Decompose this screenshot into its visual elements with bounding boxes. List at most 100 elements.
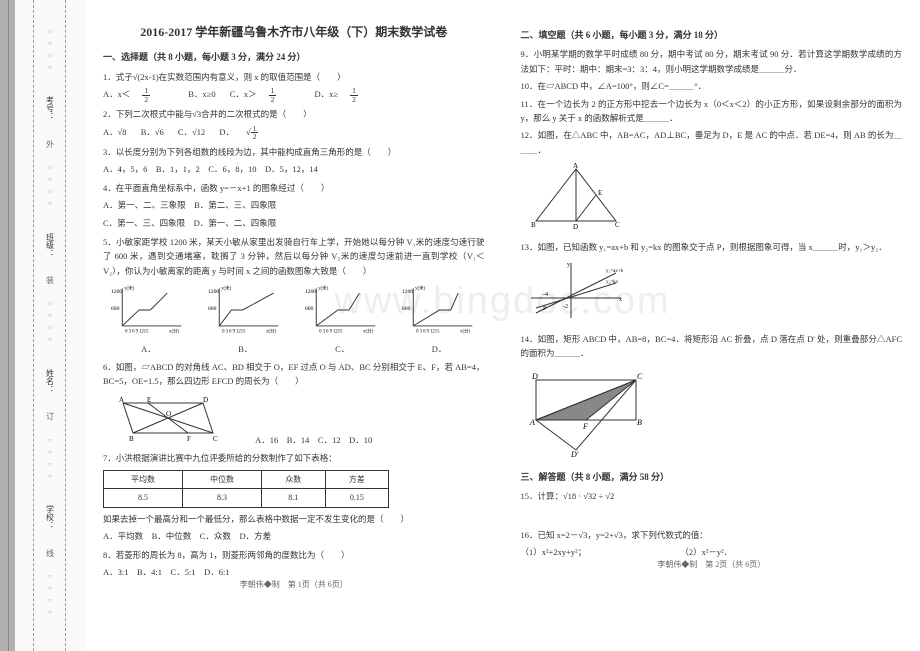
svg-text:y(米): y(米) <box>124 285 135 292</box>
page-2: 二、填空题（共 6 小题，每小题 3 分，满分 18 分） 9．小明某学期的数学… <box>503 0 920 651</box>
q6-options: A．16 B．14 C．12 D．10 <box>255 435 372 445</box>
svg-text:0 3 6 9 1215: 0 3 6 9 1215 <box>125 330 149 335</box>
q15: 15．计算：√18 · √32 ÷ √2 <box>521 489 903 503</box>
svg-text:O: O <box>166 410 171 418</box>
q4-options: A．第一、二、三象限 B．第二、三、四象限 <box>103 198 485 212</box>
q16: 16．已知 x=2－√3，y=2+√3，求下列代数式的值： <box>521 528 903 542</box>
svg-text:1200: 1200 <box>305 289 316 295</box>
svg-text:A: A <box>573 162 578 170</box>
svg-text:D: D <box>203 396 208 404</box>
svg-text:x(分): x(分) <box>266 328 277 335</box>
svg-text:x(分): x(分) <box>363 328 374 335</box>
svg-text:600: 600 <box>208 306 217 312</box>
footer-1: 李朝伟◆制 第 1页（共 6页） <box>103 578 485 592</box>
svg-text:x(分): x(分) <box>169 328 180 335</box>
svg-text:F: F <box>187 435 191 443</box>
q12-figure: A B D C E <box>521 161 903 235</box>
binding-field-exam: 考号： <box>43 94 58 122</box>
footer-2: 李朝伟◆制 第 2页（共 6页） <box>521 558 903 572</box>
q5: 5．小敏家距学校 1200 米，某天小敏从家里出发骑自行车上学，开始她以每分钟 … <box>103 235 485 278</box>
svg-text:A: A <box>529 418 535 427</box>
svg-text:B: B <box>637 418 642 427</box>
svg-text:1200: 1200 <box>208 289 219 295</box>
chart-b: 12006000 3 6 9 1215x(分)y(米) B． <box>200 282 291 356</box>
svg-text:0 3 6 9 1215: 0 3 6 9 1215 <box>222 330 246 335</box>
q13: 13．如图，已知函数 y₁=ax+b 和 y₂=kx 的图象交于点 P，则根据图… <box>521 240 903 254</box>
svg-text:1200: 1200 <box>111 289 122 295</box>
svg-text:A: A <box>119 396 124 404</box>
svg-text:y₂=kx: y₂=kx <box>606 280 619 285</box>
section3-heading: 三、解答题（共 8 小题，满分 58 分） <box>521 470 903 485</box>
svg-text:x(分): x(分) <box>460 328 471 335</box>
svg-text:-2: -2 <box>563 304 568 310</box>
svg-text:y(米): y(米) <box>318 285 329 292</box>
q3: 3．以长度分别为下列各组数的线段为边，其中能构成直角三角形的是（ ） <box>103 145 485 159</box>
q2: 2．下列二次根式中能与√3合并的二次根式的是（ ） <box>103 107 485 121</box>
q5-charts: 12006000 3 6 9 1215x(分)y(米) A． 12006000 … <box>103 282 485 356</box>
binding-mark-3: 订 <box>45 412 56 420</box>
svg-text:y: y <box>567 262 570 268</box>
binding-margin: ○○○○ 考号： 外 ○○○○ 班级： 装 ○○○○ 姓名： 订 ○○○○ 学校… <box>15 0 85 651</box>
page: ○○○○ 考号： 外 ○○○○ 班级： 装 ○○○○ 姓名： 订 ○○○○ 学校… <box>0 0 920 651</box>
page-1: 2016-2017 学年新疆乌鲁木齐市八年级（下）期末数学试卷 一、选择题（共 … <box>85 0 503 651</box>
q6: 6．如图，▱ABCD 的对角线 AC、BD 相交于 O，EF 过点 O 与 AD… <box>103 360 485 389</box>
binding-mark-2: 装 <box>45 276 56 284</box>
svg-text:B: B <box>129 435 134 443</box>
binding-field-school: 学校： <box>43 503 58 531</box>
svg-text:C: C <box>615 221 620 229</box>
section1-heading: 一、选择题（共 8 小题，每小题 3 分，满分 24 分） <box>103 50 485 65</box>
binding-field-name: 姓名： <box>43 367 58 395</box>
q9: 9．小明某学期的数学平时成绩 80 分，期中考试 80 分，期末考试 90 分．… <box>521 47 903 76</box>
exam-title: 2016-2017 学年新疆乌鲁木齐市八年级（下）期末数学试卷 <box>103 22 485 42</box>
q1-options: A．x＜12 B．x≥0 C．x＞12 D．x≥12 <box>103 87 485 103</box>
q3-options: A．4，5，6 B．1，1，2 C．6，8，10 D．5，12，14 <box>103 162 485 176</box>
svg-text:D': D' <box>570 450 579 459</box>
q7-options: A．平均数 B．中位数 C．众数 D．方差 <box>103 529 485 543</box>
svg-text:600: 600 <box>402 306 411 312</box>
svg-text:C: C <box>213 435 218 443</box>
q14: 14．如图，矩形 ABCD 中，AB=8，BC=4．将矩形沿 AC 折叠，点 D… <box>521 332 903 361</box>
svg-text:0 3 6 9 1215: 0 3 6 9 1215 <box>416 330 440 335</box>
q2-options: A．√8 B．√6 C．√12 D．√12 <box>103 125 485 141</box>
svg-text:y(米): y(米) <box>221 285 232 292</box>
q8: 8．若菱形的周长为 8，高为 1，则菱形两邻角的度数比为（ ） <box>103 548 485 562</box>
q10: 10．在▱ABCD 中，∠A=100°，则∠C=＿＿＿°． <box>521 79 903 93</box>
svg-text:-4: -4 <box>543 292 548 298</box>
binding-mark-1: 外 <box>45 140 56 148</box>
vertical-ruler <box>0 0 15 651</box>
svg-text:F: F <box>582 422 588 431</box>
svg-text:y(米): y(米) <box>415 285 426 292</box>
svg-text:C: C <box>637 372 643 381</box>
sheet: www.bingdoc.com 2016-2017 学年新疆乌鲁木齐市八年级（下… <box>85 0 920 651</box>
svg-text:y₁=ax+b: y₁=ax+b <box>606 269 624 274</box>
chart-a: 12006000 3 6 9 1215x(分)y(米) A． <box>103 282 194 356</box>
svg-text:E: E <box>598 189 602 197</box>
q7-table: 平均数中位数众数方差 8.58.38.10.15 <box>103 470 389 508</box>
q14-figure: D C A F B D' <box>521 365 903 464</box>
svg-text:600: 600 <box>305 306 314 312</box>
svg-text:E: E <box>147 396 151 404</box>
svg-text:P: P <box>543 306 547 312</box>
q13-figure: x y P y₁=ax+b y₂=kx -4 -2 <box>521 258 903 327</box>
binding-mark-4: 线 <box>45 549 56 557</box>
svg-text:x: x <box>619 297 622 303</box>
binding-dots: ○○○○ <box>47 29 53 77</box>
q4-options2: C．第一、三、四象限 D．第一、二、四象限 <box>103 216 485 230</box>
chart-c: 12006000 3 6 9 1215x(分)y(米) C． <box>297 282 388 356</box>
q1: 1．式子√(2x-1)在实数范围内有意义，则 x 的取值范围是（ ） <box>103 70 485 84</box>
svg-text:B: B <box>531 221 536 229</box>
q4: 4．在平面直角坐标系中，函数 y=－x+1 的图象经过（ ） <box>103 181 485 195</box>
q11: 11．在一个边长为 2 的正方形中挖去一个边长为 x（0＜x＜2）的小正方形，如… <box>521 97 903 126</box>
svg-text:600: 600 <box>111 306 120 312</box>
svg-text:0 3 6 9 1215: 0 3 6 9 1215 <box>319 330 343 335</box>
q7: 7．小洪根据演讲比赛中九位评委所给的分数制作了如下表格： <box>103 451 485 465</box>
q6-figure: A E D B F C O A．16 B．14 C．12 D．10 <box>103 393 485 447</box>
svg-text:D: D <box>531 372 538 381</box>
section2-heading: 二、填空题（共 6 小题，每小题 3 分，满分 18 分） <box>521 28 903 43</box>
q7b: 如果去掉一个最高分和一个最低分，那么表格中数据一定不发生变化的是（ ） <box>103 512 485 526</box>
svg-text:1200: 1200 <box>402 289 413 295</box>
q12: 12．如图，在△ABC 中，AB=AC，AD⊥BC，垂足为 D，E 是 AC 的… <box>521 128 903 157</box>
chart-d: 12006000 3 6 9 1215x(分)y(米) D． <box>394 282 485 356</box>
svg-text:D: D <box>573 223 578 231</box>
binding-field-class: 班级： <box>43 231 58 259</box>
